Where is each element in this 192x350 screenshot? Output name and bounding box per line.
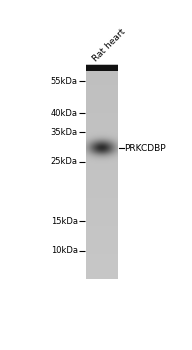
Bar (86, 65, 118, 71)
Text: 40kDa: 40kDa (51, 109, 78, 118)
Text: 10kDa: 10kDa (51, 246, 78, 256)
Text: Rat heart: Rat heart (91, 27, 127, 64)
Text: 55kDa: 55kDa (51, 77, 78, 86)
Text: 35kDa: 35kDa (51, 128, 78, 137)
Text: 25kDa: 25kDa (51, 158, 78, 167)
Text: PRKCDBP: PRKCDBP (124, 144, 166, 153)
Text: 15kDa: 15kDa (51, 217, 78, 226)
